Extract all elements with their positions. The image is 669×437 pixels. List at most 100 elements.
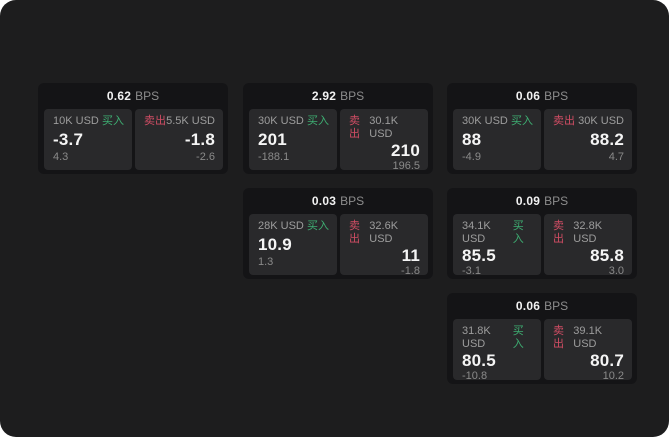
quote-card: 0.06 BPS 30K USD 买入 88 -4.9 卖出 30K USD 8…: [447, 83, 637, 174]
bps-value: 0.62: [106, 89, 132, 103]
sell-tag: 卖出: [553, 325, 564, 350]
sell-price-value: -1.8: [184, 130, 215, 149]
sell-sub-value: 3.0: [608, 265, 624, 277]
sell-amount-label: 30K USD: [578, 115, 624, 127]
buy-quote-panel[interactable]: 10K USD 买入 -3.7 4.3: [44, 109, 132, 170]
buy-quote-panel[interactable]: 30K USD 买入 88 -4.9: [453, 109, 541, 170]
sell-panel-top: 卖出 39.1K USD: [553, 325, 624, 351]
buy-price-value: 88: [462, 130, 482, 149]
sell-quote-panel[interactable]: 卖出 5.5K USD -1.8 -2.6: [135, 109, 223, 170]
bps-value: 0.06: [515, 299, 541, 313]
buy-amount-label: 30K USD: [258, 115, 304, 127]
buy-quote-panel[interactable]: 34.1K USD 买入 85.5 -3.1: [453, 214, 541, 277]
buy-sub-value: -3.1: [462, 265, 481, 277]
sell-tag: 卖出: [349, 220, 360, 245]
sell-amount-label: 32.6K USD: [369, 220, 399, 245]
bps-value: 0.03: [311, 194, 337, 208]
bps-unit-label: BPS: [544, 299, 569, 313]
buy-tag: 买入: [307, 115, 329, 127]
sell-tag: 卖出: [349, 115, 360, 140]
quote-body: 31.8K USD 买入 80.5 -10.8 卖出 39.1K USD 80.…: [447, 319, 637, 382]
sell-panel-top: 卖出 30K USD: [553, 115, 624, 128]
buy-price-value: 10.9: [258, 235, 292, 254]
sell-tag: 卖出: [553, 115, 575, 127]
sell-sub-value: -2.6: [196, 151, 215, 163]
sell-tag: 卖出: [144, 115, 166, 127]
buy-sub-value: -4.9: [462, 151, 481, 163]
quote-card: 2.92 BPS 30K USD 买入 201 -188.1 卖出 30.1K …: [243, 83, 433, 174]
bps-header: 0.03 BPS: [243, 188, 433, 214]
sell-price-value: 11: [401, 246, 420, 265]
sell-panel-top: 卖出 30.1K USD: [349, 115, 420, 141]
buy-price-value: -3.7: [53, 130, 84, 149]
bps-value: 0.09: [515, 194, 541, 208]
quote-body: 34.1K USD 买入 85.5 -3.1 卖出 32.8K USD 85.8…: [447, 214, 637, 277]
buy-amount-label: 10K USD: [53, 115, 99, 127]
buy-amount-label: 30K USD: [462, 115, 508, 127]
buy-tag: 买入: [307, 220, 329, 232]
sell-price-value: 85.8: [590, 246, 624, 265]
buy-tag: 买入: [512, 325, 524, 350]
bps-unit-label: BPS: [135, 89, 160, 103]
sell-amount-label: 32.8K USD: [573, 220, 603, 245]
buy-sub-value: -10.8: [462, 370, 488, 382]
sell-sub-value: -1.8: [401, 265, 420, 277]
quote-card: 0.06 BPS 31.8K USD 买入 80.5 -10.8 卖出 39.1…: [447, 293, 637, 384]
buy-amount-label: 34.1K USD: [462, 220, 491, 245]
bps-unit-label: BPS: [544, 89, 569, 103]
quote-body: 10K USD 买入 -3.7 4.3 卖出 5.5K USD -1.8 -2.…: [38, 109, 228, 170]
buy-panel-top: 28K USD 买入: [258, 220, 329, 233]
buy-panel-top: 31.8K USD 买入: [462, 325, 533, 351]
sell-quote-panel[interactable]: 卖出 30K USD 88.2 4.7: [544, 109, 632, 170]
buy-tag: 买入: [102, 115, 124, 127]
bps-header: 0.62 BPS: [38, 83, 228, 109]
sell-amount-label: 5.5K USD: [166, 115, 215, 127]
buy-panel-top: 10K USD 买入: [53, 115, 124, 128]
buy-sub-value: 1.3: [258, 256, 274, 268]
buy-quote-panel[interactable]: 28K USD 买入 10.9 1.3: [249, 214, 337, 275]
sell-quote-panel[interactable]: 卖出 39.1K USD 80.7 10.2: [544, 319, 632, 382]
bps-unit-label: BPS: [544, 194, 569, 208]
sell-panel-top: 卖出 32.6K USD: [349, 220, 420, 246]
sell-price-value: 80.7: [590, 351, 624, 370]
quote-card: 0.03 BPS 28K USD 买入 10.9 1.3 卖出 32.6K US…: [243, 188, 433, 279]
sell-amount-label: 30.1K USD: [369, 115, 399, 140]
buy-tag: 买入: [511, 115, 533, 127]
buy-sub-value: -188.1: [258, 151, 290, 163]
sell-price-value: 210: [391, 141, 420, 160]
buy-tag: 买入: [512, 220, 524, 245]
sell-sub-value: 196.5: [392, 160, 420, 172]
quote-body: 30K USD 买入 201 -188.1 卖出 30.1K USD 210 1…: [243, 109, 433, 172]
buy-quote-panel[interactable]: 30K USD 买入 201 -188.1: [249, 109, 337, 170]
buy-price-value: 80.5: [462, 351, 496, 370]
buy-panel-top: 30K USD 买入: [258, 115, 329, 128]
sell-sub-value: 4.7: [608, 151, 624, 163]
buy-amount-label: 31.8K USD: [462, 325, 491, 350]
quote-body: 28K USD 买入 10.9 1.3 卖出 32.6K USD 11 -1.8: [243, 214, 433, 277]
buy-quote-panel[interactable]: 31.8K USD 买入 80.5 -10.8: [453, 319, 541, 382]
sell-quote-panel[interactable]: 卖出 32.6K USD 11 -1.8: [340, 214, 428, 277]
bps-header: 0.09 BPS: [447, 188, 637, 214]
sell-quote-panel[interactable]: 卖出 32.8K USD 85.8 3.0: [544, 214, 632, 277]
buy-sub-value: 4.3: [53, 151, 69, 163]
sell-tag: 卖出: [553, 220, 564, 245]
buy-amount-label: 28K USD: [258, 220, 304, 232]
sell-price-value: 88.2: [590, 130, 624, 149]
bps-unit-label: BPS: [340, 89, 365, 103]
bps-value: 2.92: [311, 89, 337, 103]
bps-header: 0.06 BPS: [447, 83, 637, 109]
quote-card: 0.09 BPS 34.1K USD 买入 85.5 -3.1 卖出 32.8K…: [447, 188, 637, 279]
sell-panel-top: 卖出 32.8K USD: [553, 220, 624, 246]
buy-price-value: 201: [258, 130, 287, 149]
quote-body: 30K USD 买入 88 -4.9 卖出 30K USD 88.2 4.7: [447, 109, 637, 170]
buy-panel-top: 30K USD 买入: [462, 115, 533, 128]
sell-amount-label: 39.1K USD: [573, 325, 603, 350]
sell-quote-panel[interactable]: 卖出 30.1K USD 210 196.5: [340, 109, 428, 172]
bps-unit-label: BPS: [340, 194, 365, 208]
buy-price-value: 85.5: [462, 246, 496, 265]
buy-panel-top: 34.1K USD 买入: [462, 220, 533, 246]
sell-panel-top: 卖出 5.5K USD: [144, 115, 215, 128]
bps-value: 0.06: [515, 89, 541, 103]
bps-header: 0.06 BPS: [447, 293, 637, 319]
